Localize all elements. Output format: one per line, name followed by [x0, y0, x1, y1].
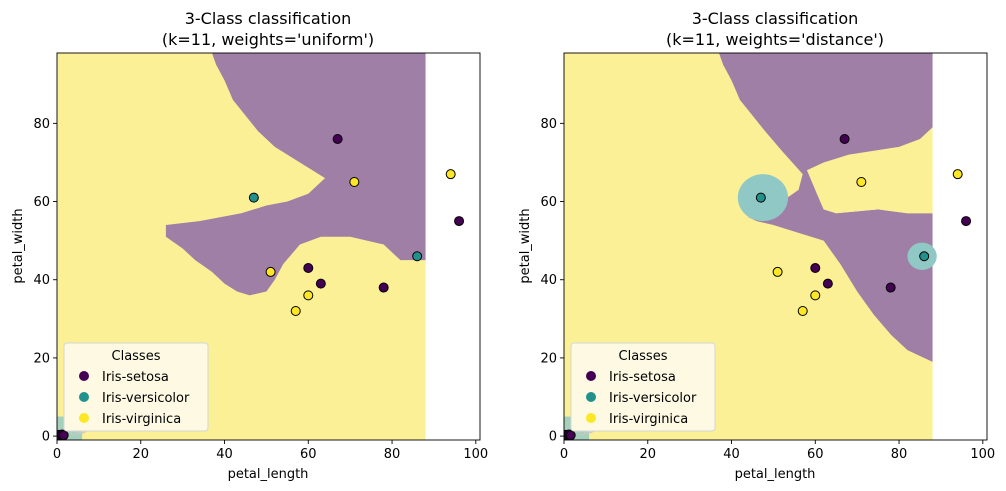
plot-frame	[56, 52, 481, 441]
legend-marker-setosa	[586, 371, 596, 381]
x-tick-label: 60	[300, 447, 317, 462]
legend-marker-virginica	[79, 413, 89, 423]
data-point-setosa	[961, 216, 972, 227]
x-tick-label: 20	[132, 447, 149, 462]
y-axis-label: petal_width	[11, 208, 26, 283]
legend-label-virginica: Iris-virginica	[609, 412, 688, 427]
x-tick-label: 40	[216, 447, 233, 462]
y-tick-label: 20	[33, 351, 50, 366]
data-point-setosa	[315, 278, 326, 289]
x-tick-label: 100	[463, 447, 488, 462]
data-point-setosa	[810, 263, 821, 273]
x-axis-label: petal_length	[735, 467, 816, 482]
origin-cluster-point	[565, 430, 576, 440]
x-tick-label: 60	[807, 447, 824, 462]
legend-label-virginica: Iris-virginica	[102, 412, 181, 427]
data-point-setosa	[885, 282, 896, 293]
y-tick-label: 40	[33, 273, 50, 288]
x-tick-label: 20	[639, 447, 656, 462]
legend-label-setosa: Iris-setosa	[102, 370, 169, 385]
x-tick-label: 40	[723, 447, 740, 462]
data-point-virginica	[445, 169, 456, 180]
plot-frame	[563, 52, 988, 441]
plot-area	[564, 53, 987, 440]
chart-title-line2: (k=11, weights='uniform')	[162, 30, 374, 49]
legend-label-versicolor: Iris-versicolor	[102, 391, 190, 406]
y-tick-label: 60	[540, 195, 557, 210]
x-tick-label: 80	[384, 447, 401, 462]
legend-label-versicolor: Iris-versicolor	[609, 391, 697, 406]
legend: Classes Iris-setosa Iris-versicolor Iris…	[570, 342, 716, 432]
data-point-virginica	[303, 290, 314, 301]
data-point-setosa	[378, 282, 389, 293]
y-ticks: 0 20 40 60 80	[33, 117, 57, 445]
chart-panel-distance: 3-Class classification (k=11, weights='d…	[518, 9, 995, 482]
data-point-virginica	[349, 177, 360, 187]
x-tick-label: 0	[560, 447, 568, 462]
data-point-setosa	[839, 134, 850, 144]
data-point-virginica	[772, 266, 783, 277]
data-point-setosa	[454, 216, 465, 227]
chart-title-line2: (k=11, weights='distance')	[666, 30, 884, 49]
data-point-versicolor	[755, 192, 766, 203]
legend-title: Classes	[619, 349, 668, 364]
legend: Classes Iris-setosa Iris-versicolor Iris…	[63, 342, 209, 432]
region-setosa-0	[165, 53, 426, 296]
y-tick-label: 60	[33, 195, 50, 210]
data-point-virginica	[290, 306, 301, 316]
data-point-versicolor	[248, 192, 259, 203]
y-tick-label: 40	[540, 273, 557, 288]
x-ticks: 0 20 40 60 80 100	[53, 440, 488, 462]
data-point-versicolor	[919, 251, 930, 262]
legend-marker-versicolor	[79, 392, 89, 402]
origin-cluster-point	[58, 430, 69, 440]
x-tick-label: 0	[53, 447, 61, 462]
y-tick-label: 0	[549, 430, 557, 445]
legend-marker-virginica	[586, 413, 596, 423]
y-tick-label: 20	[540, 351, 557, 366]
legend-title: Classes	[112, 349, 161, 364]
legend-box	[63, 342, 209, 432]
legend-label-setosa: Iris-setosa	[609, 370, 676, 385]
data-point-setosa	[332, 134, 343, 144]
y-ticks: 0 20 40 60 80	[540, 117, 564, 445]
data-point-virginica	[952, 169, 963, 180]
data-point-versicolor	[412, 251, 423, 262]
y-tick-label: 80	[33, 117, 50, 132]
x-ticks: 0 20 40 60 80 100	[560, 440, 995, 462]
chart-title-line1: 3-Class classification	[185, 9, 352, 28]
legend-marker-setosa	[79, 371, 89, 381]
legend-marker-versicolor	[586, 392, 596, 402]
data-point-virginica	[265, 266, 276, 277]
data-point-setosa	[303, 263, 314, 273]
data-point-virginica	[856, 177, 867, 187]
chart-panel-uniform: 3-Class classification (k=11, weights='u…	[11, 9, 488, 482]
y-axis-label: petal_width	[518, 208, 533, 283]
region-virginica-1	[815, 158, 933, 214]
x-tick-label: 100	[970, 447, 995, 462]
legend-box	[570, 342, 716, 432]
data-point-virginica	[797, 306, 808, 316]
chart-title-line1: 3-Class classification	[692, 9, 859, 28]
plot-area	[57, 53, 480, 440]
x-tick-label: 80	[891, 447, 908, 462]
scatter-points	[57, 134, 465, 440]
y-tick-label: 80	[540, 117, 557, 132]
y-tick-label: 0	[42, 430, 50, 445]
data-point-virginica	[810, 290, 821, 301]
data-point-setosa	[822, 278, 833, 289]
region-setosa-0	[718, 53, 933, 362]
x-axis-label: petal_length	[228, 467, 309, 482]
